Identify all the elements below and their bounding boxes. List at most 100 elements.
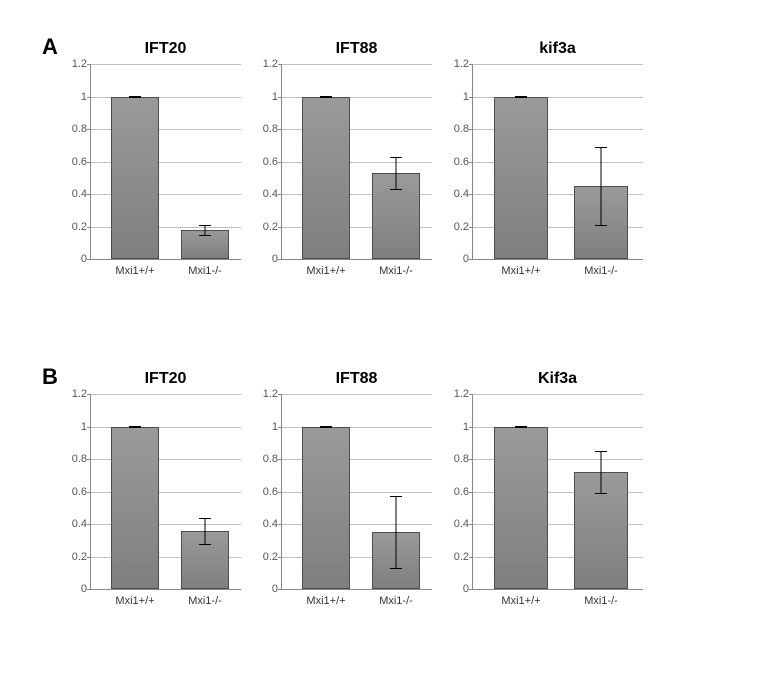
panel-label-B: B	[42, 364, 58, 390]
x-category-label: Mxi1-/-	[188, 259, 222, 277]
y-tick-label: 1.2	[454, 58, 473, 70]
y-tick-label: 0	[272, 583, 282, 595]
error-bar-cap-bottom	[129, 427, 141, 428]
error-bar-cap-bottom	[129, 97, 141, 98]
y-tick-label: 0.2	[72, 551, 91, 563]
y-tick-label: 0.4	[263, 188, 282, 200]
y-tick-label: 0.8	[263, 123, 282, 135]
y-tick-label: 0.8	[263, 453, 282, 465]
x-category-label: Mxi1+/+	[306, 589, 345, 607]
error-bar-cap-bottom	[390, 189, 402, 190]
y-tick-label: 0.6	[454, 156, 473, 168]
y-tick-label: 0.4	[72, 518, 91, 530]
y-tick-label: 0.4	[263, 518, 282, 530]
x-category-label: Mxi1+/+	[115, 589, 154, 607]
y-tick-label: 0	[463, 253, 473, 265]
chart-title: IFT20	[90, 370, 241, 388]
error-bar-stem	[396, 157, 397, 190]
bar	[111, 97, 159, 260]
y-tick-label: 0.2	[72, 221, 91, 233]
x-category-label: Mxi1-/-	[379, 589, 413, 607]
bar	[302, 97, 350, 260]
chart-title: IFT20	[90, 40, 241, 58]
x-category-label: Mxi1+/+	[501, 259, 540, 277]
error-bar-cap-top	[199, 518, 211, 519]
x-category-label: Mxi1+/+	[501, 589, 540, 607]
error-bar-cap-bottom	[515, 427, 527, 428]
error-bar-cap-top	[390, 496, 402, 497]
y-tick-label: 0	[463, 583, 473, 595]
error-bar-cap-bottom	[320, 97, 332, 98]
chart-A-1: IFT88 00.20.40.60.811.2Mxi1+/+Mxi1-/-	[281, 40, 432, 260]
y-tick-label: 1.2	[454, 388, 473, 400]
x-category-label: Mxi1-/-	[584, 589, 618, 607]
chart-B-2: Kif3a 00.20.40.60.811.2Mxi1+/+Mxi1-/-	[472, 370, 643, 590]
y-tick-label: 0.8	[72, 453, 91, 465]
chart-A-0: IFT20 00.20.40.60.811.2Mxi1+/+Mxi1-/-	[90, 40, 241, 260]
y-tick-label: 0.2	[263, 221, 282, 233]
gridline	[91, 64, 241, 65]
plot-area: 00.20.40.60.811.2Mxi1+/+Mxi1-/-	[90, 64, 241, 260]
x-category-label: Mxi1+/+	[306, 259, 345, 277]
y-tick-label: 1	[81, 421, 91, 433]
chart-title: IFT88	[281, 40, 432, 58]
error-bar-cap-bottom	[595, 225, 607, 226]
y-tick-label: 0	[81, 583, 91, 595]
error-bar-stem	[601, 147, 602, 225]
y-tick-label: 0	[81, 253, 91, 265]
y-tick-label: 0.8	[454, 453, 473, 465]
y-tick-label: 0.6	[72, 156, 91, 168]
chart-title: kif3a	[472, 40, 643, 58]
error-bar-cap-top	[199, 225, 211, 226]
error-bar-cap-top	[390, 157, 402, 158]
y-tick-label: 1.2	[72, 388, 91, 400]
chart-A-2: kif3a 00.20.40.60.811.2Mxi1+/+Mxi1-/-	[472, 40, 643, 260]
y-tick-label: 1.2	[72, 58, 91, 70]
bar	[111, 427, 159, 590]
y-tick-label: 1	[463, 421, 473, 433]
bar	[494, 427, 548, 590]
x-category-label: Mxi1+/+	[115, 259, 154, 277]
y-tick-label: 0.2	[263, 551, 282, 563]
y-tick-label: 0.4	[454, 518, 473, 530]
y-tick-label: 1	[272, 421, 282, 433]
y-tick-label: 1	[81, 91, 91, 103]
y-tick-label: 0.4	[72, 188, 91, 200]
bar	[494, 97, 548, 260]
gridline	[473, 394, 643, 395]
x-category-label: Mxi1-/-	[188, 589, 222, 607]
error-bar-cap-bottom	[595, 493, 607, 494]
chart-B-1: IFT8800.20.40.60.811.2Mxi1+/+Mxi1-/-	[281, 370, 432, 590]
plot-area: 00.20.40.60.811.2Mxi1+/+Mxi1-/-	[281, 394, 432, 590]
chart-B-0: IFT20 00.20.40.60.811.2Mxi1+/+Mxi1-/-	[90, 370, 241, 590]
plot-area: 00.20.40.60.811.2Mxi1+/+Mxi1-/-	[472, 394, 643, 590]
y-tick-label: 0.8	[72, 123, 91, 135]
error-bar-stem	[601, 451, 602, 493]
x-category-label: Mxi1-/-	[584, 259, 618, 277]
error-bar-stem	[396, 496, 397, 568]
panel-label-A: A	[42, 34, 58, 60]
y-tick-label: 1.2	[263, 388, 282, 400]
y-tick-label: 0.6	[263, 486, 282, 498]
error-bar-cap-top	[595, 451, 607, 452]
error-bar-stem	[205, 225, 206, 235]
error-bar-cap-bottom	[199, 544, 211, 545]
y-tick-label: 0.2	[454, 221, 473, 233]
gridline	[282, 64, 432, 65]
plot-area: 00.20.40.60.811.2Mxi1+/+Mxi1-/-	[472, 64, 643, 260]
chart-title: Kif3a	[472, 370, 643, 388]
gridline	[91, 394, 241, 395]
y-tick-label: 1.2	[263, 58, 282, 70]
plot-area: 00.20.40.60.811.2Mxi1+/+Mxi1-/-	[281, 64, 432, 260]
y-tick-label: 0.6	[263, 156, 282, 168]
gridline	[473, 64, 643, 65]
y-tick-label: 0.6	[72, 486, 91, 498]
y-tick-label: 0.6	[454, 486, 473, 498]
y-tick-label: 1	[463, 91, 473, 103]
bar	[302, 427, 350, 590]
error-bar-cap-top	[595, 147, 607, 148]
y-tick-label: 0.8	[454, 123, 473, 135]
y-tick-label: 1	[272, 91, 282, 103]
y-tick-label: 0.4	[454, 188, 473, 200]
plot-area: 00.20.40.60.811.2Mxi1+/+Mxi1-/-	[90, 394, 241, 590]
